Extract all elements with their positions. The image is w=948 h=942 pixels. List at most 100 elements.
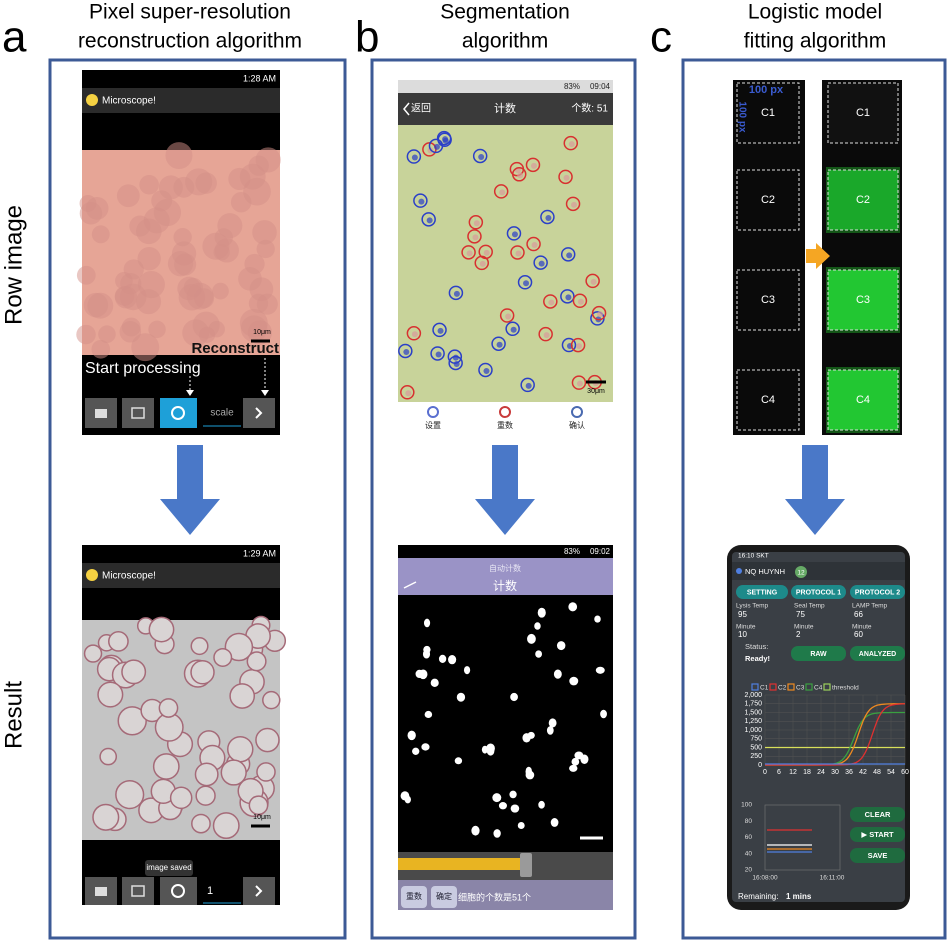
cell-dot [530, 162, 537, 169]
segmented-cell [430, 678, 439, 687]
cell [108, 631, 129, 652]
x-tick-label: 60 [901, 769, 909, 776]
control-button [850, 848, 905, 863]
cell-outline [565, 196, 581, 212]
scale-label: 10μm [253, 329, 271, 336]
cell-dot [597, 311, 604, 318]
cell [185, 168, 213, 196]
status-time: 09:02 [590, 547, 611, 556]
cell [139, 174, 159, 195]
button [401, 886, 427, 908]
legend-swatch [787, 683, 795, 691]
cell [92, 803, 120, 831]
panel-frame [681, 58, 947, 940]
segmented-cell [412, 747, 420, 756]
tab-label: SETTING [747, 589, 778, 596]
cell-outline [570, 337, 586, 353]
tool-icon [571, 406, 583, 418]
segmented-cell [595, 666, 605, 674]
segmented-cell [517, 821, 525, 830]
annotation: Start processing [85, 360, 201, 377]
cell [79, 202, 103, 225]
control-label: ▶ START [861, 830, 894, 839]
toast-text: image saved [146, 863, 191, 872]
cell [76, 324, 96, 345]
fit-curve [765, 703, 905, 766]
control-label: SAVE [868, 851, 888, 860]
segmented-cell [486, 743, 495, 754]
cell-dot [515, 250, 522, 257]
cell-outline [478, 244, 493, 260]
button-icon [255, 885, 263, 897]
segmented-cell [509, 790, 517, 799]
app-icon [86, 569, 98, 581]
cell-outline [561, 337, 577, 353]
segmented-cell [471, 825, 480, 836]
chamber [827, 169, 899, 231]
cell-outline [467, 229, 482, 244]
cell-outline [517, 275, 533, 290]
cell [131, 333, 160, 362]
status-label: Status: [745, 642, 768, 651]
cell [256, 239, 275, 259]
cell [224, 632, 254, 662]
cell-dot [577, 298, 584, 305]
button [122, 877, 154, 905]
chamber-label: C2 [856, 194, 870, 206]
badge: 12 [797, 570, 805, 577]
cell-outline [432, 322, 447, 338]
cell [174, 253, 197, 276]
segmented-cell [534, 622, 541, 630]
size-label: 100 px [749, 84, 784, 96]
cell-outline [398, 343, 413, 359]
badge-icon [795, 566, 807, 578]
chamber [736, 369, 800, 431]
cell-outline [538, 326, 553, 342]
y-tick-label: 60 [745, 834, 753, 841]
cell-outline [406, 149, 422, 164]
x-tick-label: 42 [859, 769, 867, 776]
cell [98, 325, 116, 343]
cell-outline [591, 305, 607, 321]
x-tick-label: 54 [887, 769, 895, 776]
panel-letter: c [650, 13, 672, 62]
mode-label: RAW [810, 651, 827, 658]
panel-title: algorithm [462, 30, 548, 53]
chamber [736, 269, 800, 331]
chamber [827, 369, 899, 431]
cell [117, 706, 147, 736]
header-subtitle: 自动计数 [489, 563, 521, 573]
x-tick-label: 0 [763, 769, 767, 776]
cell-outline [400, 385, 415, 400]
status-bar [398, 80, 613, 93]
cell-dot [437, 327, 444, 334]
segmented-cell [493, 829, 501, 838]
cell-dot [466, 250, 473, 257]
cell [212, 282, 229, 300]
segmented-cell [423, 618, 431, 628]
segmented-cell [537, 607, 546, 618]
cell-dot [442, 136, 449, 143]
cell-outline [571, 375, 587, 390]
chip-strip [733, 80, 805, 435]
cell-outline [533, 255, 548, 270]
chamber-label: C4 [856, 394, 870, 406]
y-tick-label: 2,000 [744, 692, 762, 699]
tab-label: PROTOCOL 2 [855, 589, 900, 596]
cell-outline [436, 130, 452, 146]
segmented-cell [525, 766, 533, 777]
y-tick-label: 40 [745, 850, 753, 857]
panel-title: reconstruction algorithm [78, 30, 302, 53]
header-title: 计数 [493, 578, 517, 593]
cell [120, 273, 142, 295]
button [122, 398, 154, 428]
segmented-cell [510, 804, 520, 813]
cell-outline [421, 212, 436, 227]
cell [192, 311, 220, 339]
cell-outline [468, 215, 484, 230]
scale-label: 30μm [587, 388, 605, 395]
tool-label: 重数 [497, 420, 513, 430]
back-text: 返回 [411, 103, 431, 115]
cell [91, 339, 111, 359]
status-time: 16:10 SKT [738, 553, 769, 560]
